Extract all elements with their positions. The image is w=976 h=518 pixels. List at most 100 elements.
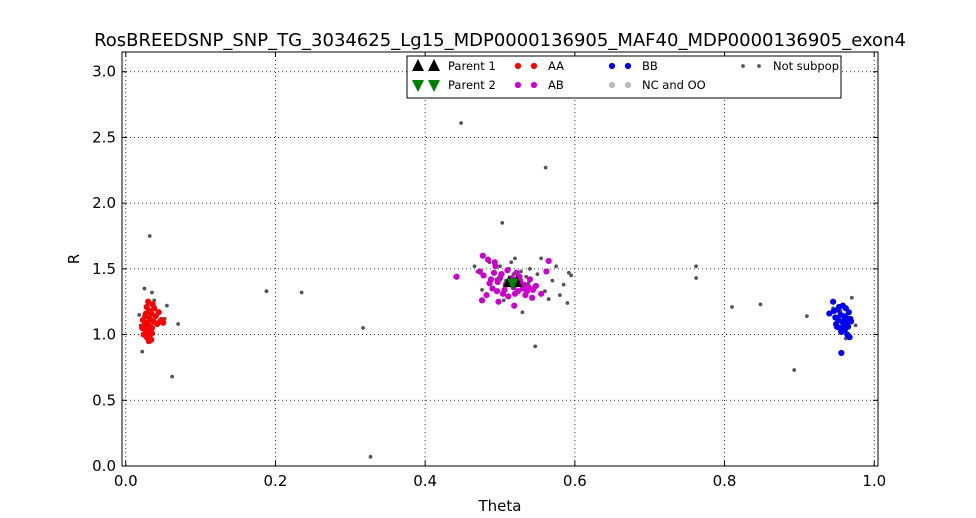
y-tick-label: 1.0 xyxy=(92,326,116,344)
point-not-subpop xyxy=(165,303,169,308)
point-aa xyxy=(151,305,158,312)
point-not-subpop xyxy=(513,256,517,261)
grid xyxy=(122,52,878,467)
point-ab xyxy=(493,288,501,295)
plot-area-frame xyxy=(121,51,879,467)
point-not-subpop xyxy=(264,289,269,294)
y-tick-label: 1.5 xyxy=(92,260,116,278)
point-ab xyxy=(479,252,486,259)
legend: Parent 1 Parent 2 AA AB BB NC and OO Not subpo… xyxy=(406,55,842,99)
point-ab xyxy=(545,257,552,265)
point-ab xyxy=(523,288,531,295)
legend-box xyxy=(406,55,842,99)
point-bb xyxy=(842,314,849,321)
point-ab xyxy=(529,294,536,301)
point-bb xyxy=(832,314,839,321)
y-tick-label: 0.5 xyxy=(92,391,116,409)
point-not-subpop xyxy=(569,273,574,278)
point-not-subpop xyxy=(498,264,502,269)
point-bb xyxy=(846,334,853,341)
point-bb xyxy=(829,298,837,305)
point-aa xyxy=(158,317,165,324)
point-ab xyxy=(495,298,502,305)
x-axis-label: Theta xyxy=(478,497,522,515)
point-not-subpop xyxy=(519,269,523,274)
point-not-subpop xyxy=(361,326,365,330)
point-ab xyxy=(526,276,534,283)
point-not-subpop xyxy=(550,278,555,283)
legend-marker-aa xyxy=(530,62,538,70)
point-not-subpop xyxy=(520,310,525,315)
point-aa xyxy=(155,309,162,316)
point-not-subpop xyxy=(176,322,181,326)
point-not-subpop xyxy=(170,374,175,379)
legend-marker-aa xyxy=(514,62,522,70)
axis-ticks: 0.0 0.2 0.4 0.6 0.8 1.0 0.0 0.5 1.0 1.5 2.0 2.5 3.0 xyxy=(92,52,886,490)
x-tick-label: 0.4 xyxy=(413,472,437,490)
legend-marker-nc-and-oo xyxy=(624,81,632,89)
point-not-subpop xyxy=(730,305,734,309)
point-not-subpop xyxy=(543,165,548,170)
legend-label-not-subpop: Not subpop xyxy=(773,59,839,73)
point-bb xyxy=(838,349,845,357)
point-not-subpop xyxy=(459,121,463,125)
legend-marker-not-subpop xyxy=(741,64,745,68)
point-bb xyxy=(835,303,843,311)
point-ab xyxy=(476,268,483,275)
legend-marker-bb xyxy=(624,62,632,70)
point-ab xyxy=(519,285,526,292)
point-bb xyxy=(845,309,852,316)
data-points xyxy=(137,121,858,459)
legend-marker-parent-2 xyxy=(428,80,440,92)
point-not-subpop xyxy=(140,349,145,354)
point-ab xyxy=(492,263,499,270)
point-parent-2 xyxy=(506,278,519,291)
point-not-subpop xyxy=(792,368,797,372)
point-not-subpop xyxy=(546,297,551,301)
point-not-subpop xyxy=(565,301,570,305)
point-ab xyxy=(501,286,508,293)
point-ab xyxy=(532,282,540,290)
point-aa xyxy=(139,324,146,332)
point-bb xyxy=(839,327,846,334)
legend-marker-parent-1 xyxy=(412,59,424,71)
point-not-subpop xyxy=(694,276,699,280)
point-ab xyxy=(504,267,511,274)
point-not-subpop xyxy=(694,264,699,269)
point-not-subpop xyxy=(500,220,505,225)
point-not-subpop xyxy=(533,344,538,349)
legend-marker-not-subpop xyxy=(757,64,761,68)
point-ab xyxy=(489,285,496,292)
point-not-subpop xyxy=(480,287,484,292)
point-bb xyxy=(826,310,833,317)
point-not-subpop xyxy=(368,454,373,459)
legend-label-nc-and-oo: NC and OO xyxy=(642,78,706,92)
legend-marker-bb xyxy=(608,62,616,70)
x-tick-label: 0.0 xyxy=(114,472,138,490)
point-not-subpop xyxy=(804,314,809,319)
legend-marker-nc-and-oo xyxy=(608,81,616,89)
y-tick-label: 0.0 xyxy=(92,457,116,475)
point-ab xyxy=(484,256,492,263)
point-not-subpop xyxy=(501,298,506,303)
chart-title: RosBREEDSNP_SNP_TG_3034625_Lg15_MDP00001… xyxy=(94,30,906,51)
legend-marker-parent-2 xyxy=(412,80,424,92)
point-not-subpop xyxy=(524,274,529,279)
legend-label-parent-1: Parent 1 xyxy=(448,59,496,73)
point-not-subpop xyxy=(539,256,544,261)
point-aa xyxy=(148,324,156,332)
point-bb xyxy=(833,323,840,330)
point-ab xyxy=(505,293,512,300)
point-ab xyxy=(478,297,486,304)
point-not-subpop xyxy=(758,302,763,307)
point-not-subpop xyxy=(509,260,514,265)
point-ab xyxy=(480,272,487,279)
legend-label-aa: AA xyxy=(548,59,564,73)
legend-marker-ab xyxy=(514,81,522,89)
point-not-subpop xyxy=(557,293,562,298)
point-not-subpop xyxy=(142,286,147,291)
point-not-subpop xyxy=(561,282,566,287)
point-ab xyxy=(483,292,490,299)
legend-label-bb: BB xyxy=(642,59,658,73)
